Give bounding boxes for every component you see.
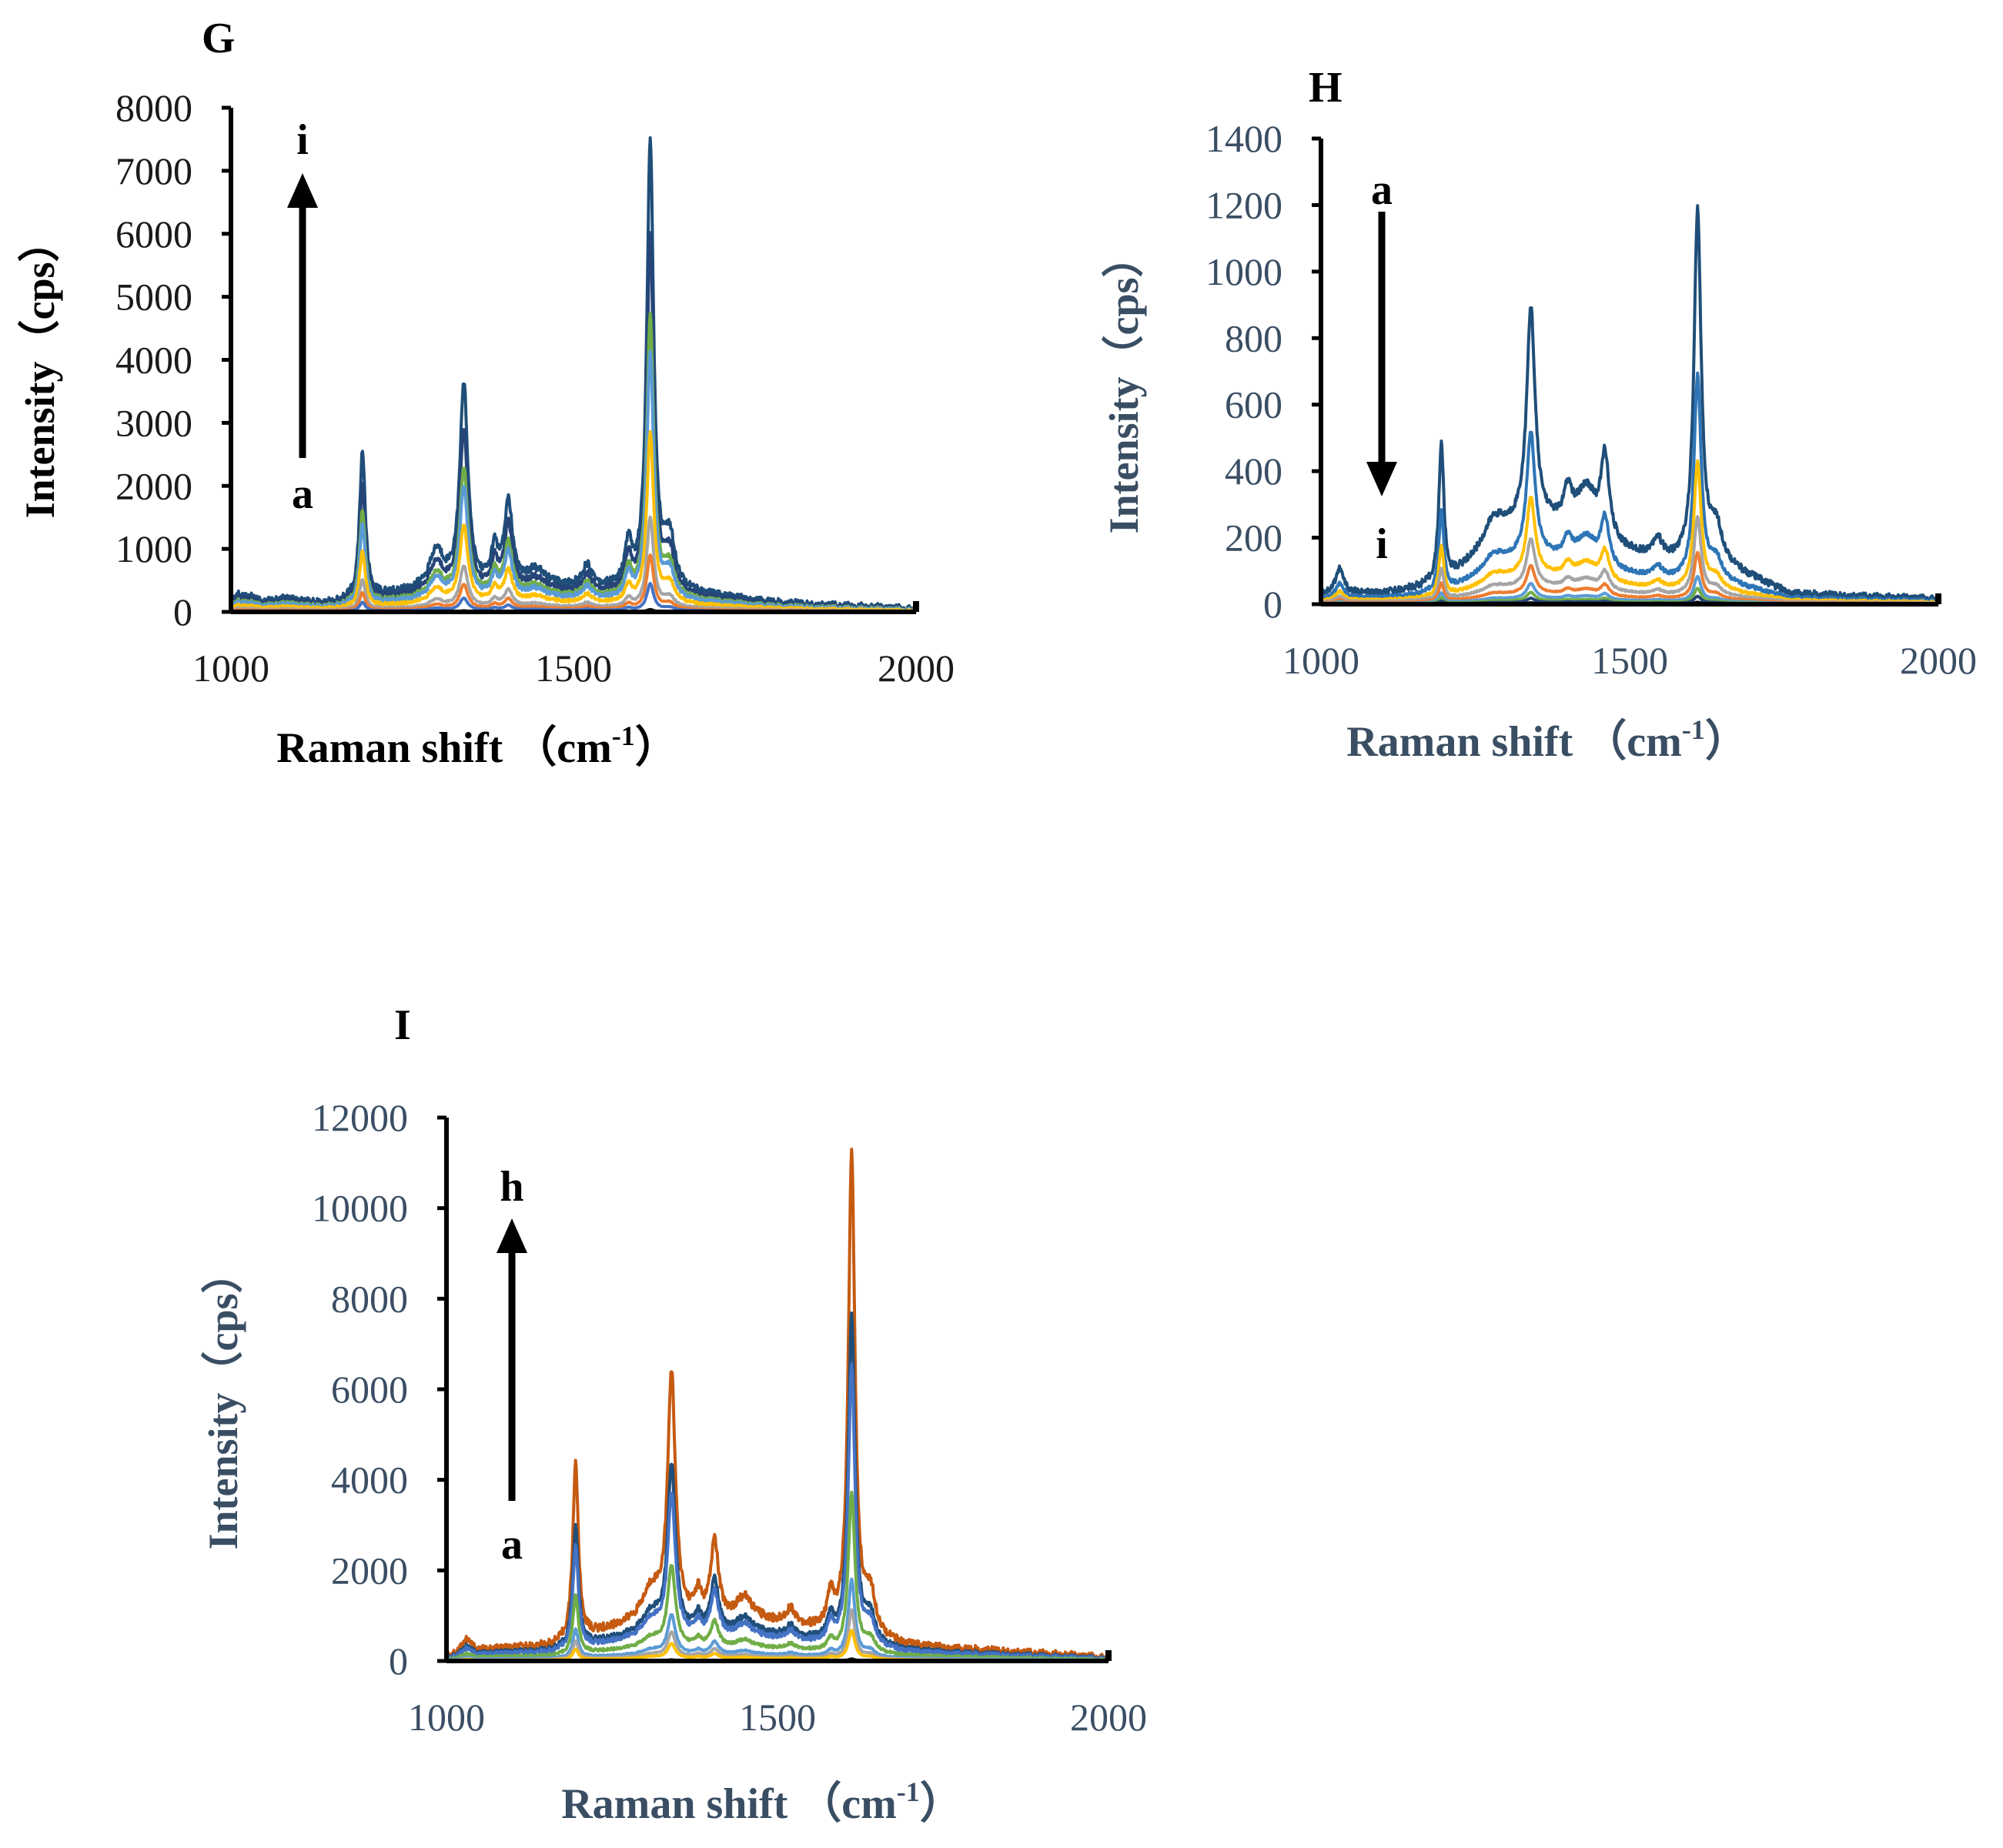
panel-label: H xyxy=(1309,64,1343,112)
x-tick-label: 1000 xyxy=(1282,639,1359,682)
y-tick-label: 5000 xyxy=(115,276,192,319)
chart-panel-h: H 0 200 400 600 800 1000 1200 1400 1000 1500 2000 In… xyxy=(1101,64,1977,766)
y-tick-label: 0 xyxy=(1263,583,1282,626)
series-line-g xyxy=(445,1311,1110,1663)
y-tick-label: 1400 xyxy=(1205,117,1282,160)
y-tick-label: 8000 xyxy=(115,86,192,129)
trend-arrow-head xyxy=(497,1218,527,1253)
panel-label: G xyxy=(202,15,236,62)
series-line-h xyxy=(445,1148,1110,1663)
y-tick-label: 2000 xyxy=(331,1549,408,1592)
y-tick-label: 4000 xyxy=(331,1459,408,1502)
y-tick-label: 6000 xyxy=(331,1368,408,1411)
arrow-label-top: i xyxy=(296,116,309,164)
y-axis-label: Intensity（cps） xyxy=(17,220,63,518)
arrow-label-top: h xyxy=(500,1163,523,1211)
series-line-b xyxy=(1319,371,1940,605)
y-tick-label: 12000 xyxy=(312,1096,408,1139)
series-line-g xyxy=(229,311,918,613)
x-axis-label: Raman shift （cm-1） xyxy=(561,1776,963,1828)
y-tick-label: 2000 xyxy=(115,464,192,507)
x-tick-label: 1500 xyxy=(739,1696,816,1739)
chart-panel-i: I 0 2000 4000 6000 8000 10000 12000 1000 1500 2000… xyxy=(200,1001,1147,1828)
x-tick-label: 1000 xyxy=(408,1696,485,1739)
y-tick-label: 0 xyxy=(173,590,192,633)
x-tick-label: 2000 xyxy=(1070,1696,1147,1739)
series-line-i xyxy=(229,136,918,613)
y-tick-label: 10000 xyxy=(312,1187,408,1230)
x-tick-label: 2000 xyxy=(1900,639,1977,682)
y-tick-label: 1000 xyxy=(115,527,192,570)
x-tick-label: 1000 xyxy=(192,647,269,690)
y-tick-label: 800 xyxy=(1225,316,1282,359)
arrow-label-top: a xyxy=(1371,166,1393,214)
arrow-label-bottom: i xyxy=(1376,520,1388,568)
trend-arrow-head xyxy=(1366,462,1397,496)
y-tick-label: 1000 xyxy=(1205,250,1282,293)
y-tick-label: 8000 xyxy=(331,1277,408,1320)
y-tick-label: 6000 xyxy=(115,212,192,256)
y-tick-label: 600 xyxy=(1225,383,1282,426)
series-line-f xyxy=(445,1362,1110,1663)
panel-label: I xyxy=(394,1001,411,1049)
x-tick-label: 2000 xyxy=(878,647,955,690)
arrow-label-bottom: a xyxy=(292,470,313,518)
x-axis-label: Raman shift （cm-1） xyxy=(276,720,678,772)
y-axis-label: Intensity（cps） xyxy=(200,1251,246,1549)
y-tick-label: 0 xyxy=(389,1639,408,1683)
x-axis-label: Raman shift （cm-1） xyxy=(1346,714,1748,766)
series-line-f xyxy=(229,349,918,613)
series-line-d xyxy=(1319,515,1940,606)
series-line-h xyxy=(229,231,918,613)
x-tick-label: 1500 xyxy=(535,647,612,690)
arrow-label-bottom: a xyxy=(501,1521,523,1569)
y-tick-label: 3000 xyxy=(115,401,192,444)
x-tick-label: 1500 xyxy=(1591,639,1668,682)
trend-arrow-head xyxy=(287,173,318,208)
y-tick-label: 7000 xyxy=(115,149,192,192)
y-tick-label: 200 xyxy=(1225,516,1282,560)
series-line-a xyxy=(1319,204,1940,603)
y-tick-label: 4000 xyxy=(115,339,192,382)
y-axis-label: Intensity（cps） xyxy=(1101,236,1147,533)
y-tick-label: 1200 xyxy=(1205,183,1282,226)
series-line-c xyxy=(1319,459,1940,605)
y-tick-label: 400 xyxy=(1225,449,1282,493)
